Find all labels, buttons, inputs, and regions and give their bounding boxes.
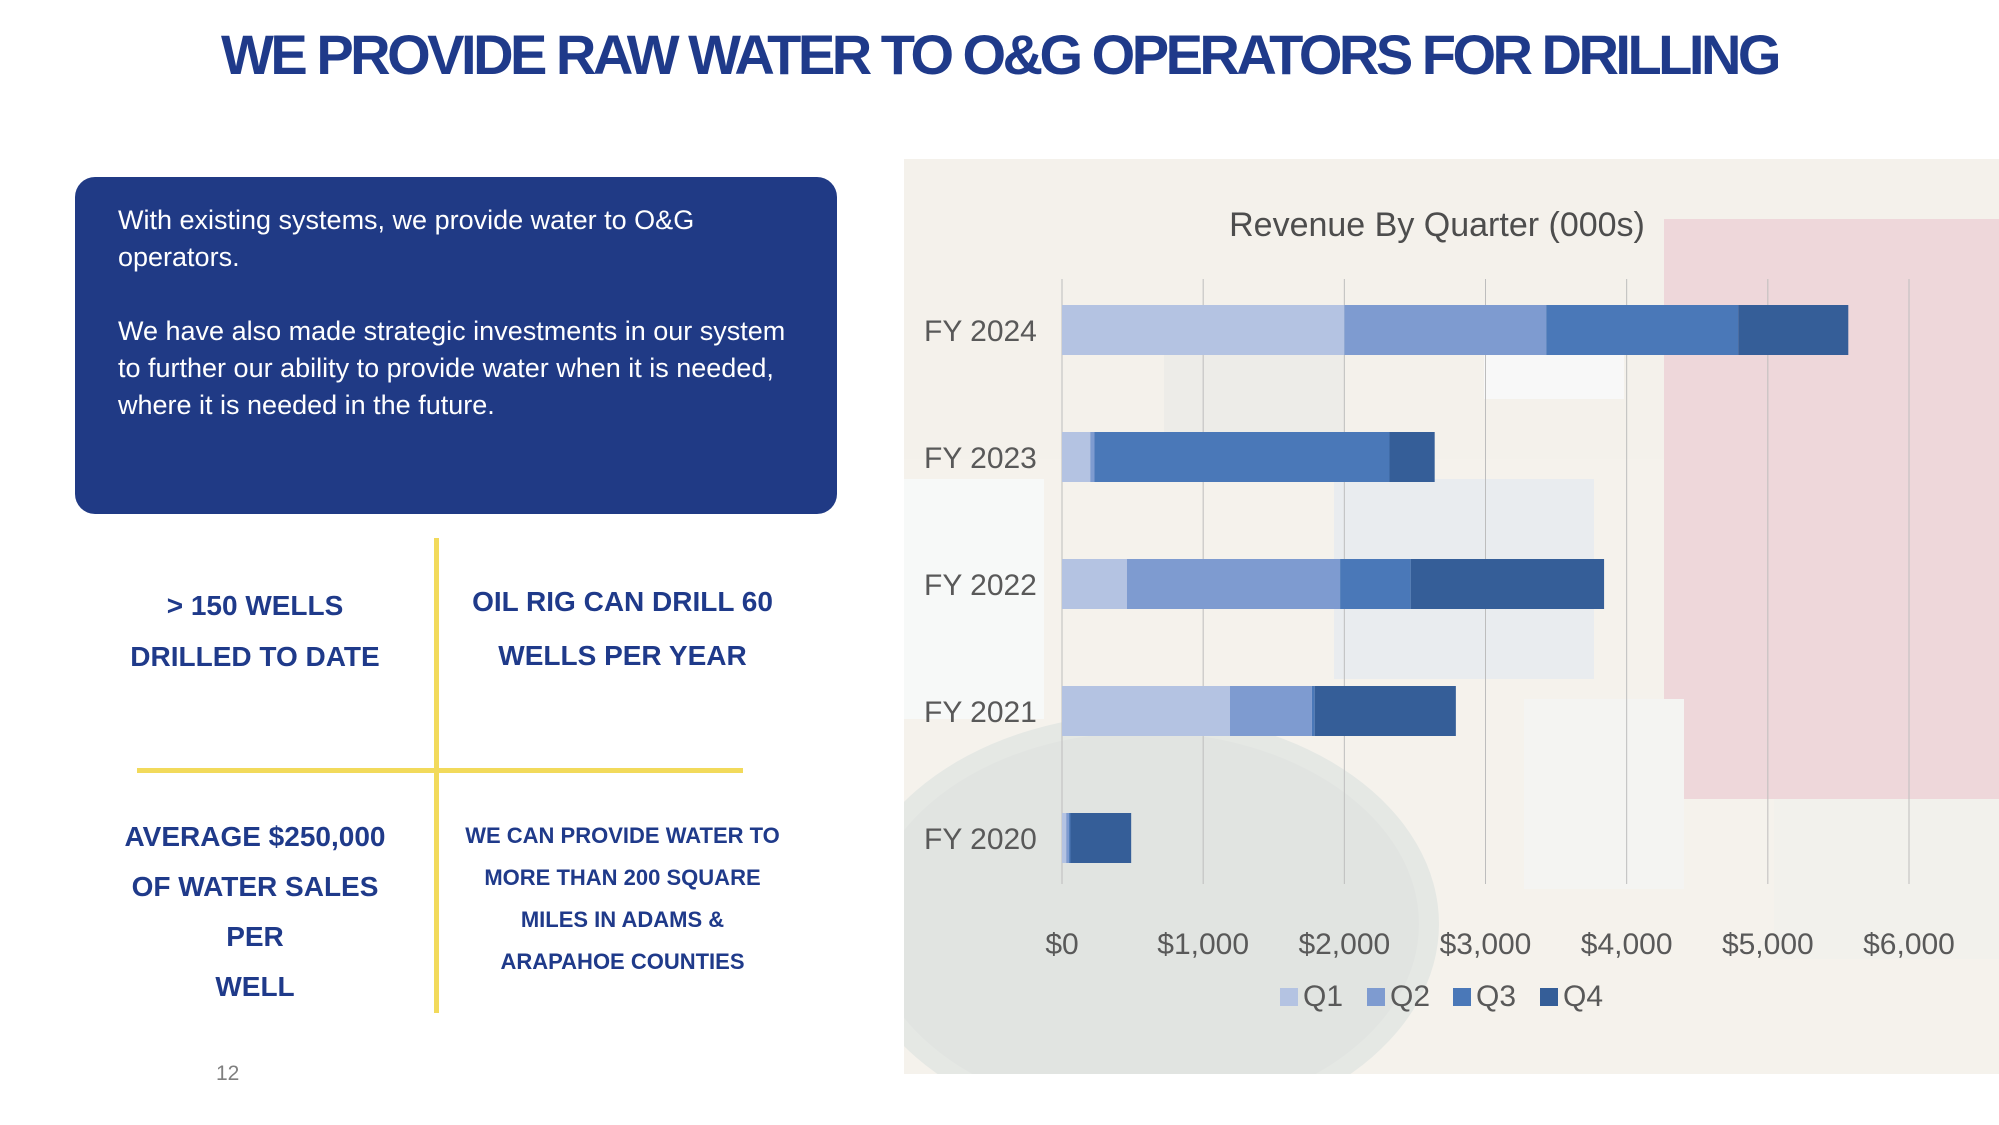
revenue-chart: Revenue By Quarter (000s) FY 2024 FY 2023… <box>924 206 1955 1013</box>
bar-q1 <box>1062 686 1230 736</box>
chart-bars <box>1062 305 1849 863</box>
legend-label: Q4 <box>1563 980 1603 1013</box>
bar-q3 <box>1311 686 1315 736</box>
y-category-label: FY 2022 <box>924 569 1037 602</box>
legend-label: Q2 <box>1390 980 1430 1013</box>
stat-average-sales: AVERAGE $250,000 OF WATER SALES PER WELL <box>100 812 410 1012</box>
page-title: WE PROVIDE RAW WATER TO O&G OPERATORS FO… <box>221 23 1781 86</box>
bar-q4 <box>1738 305 1849 355</box>
legend-swatch <box>1453 988 1471 1006</box>
chart-legend: Q1 Q2 Q3 Q4 <box>1280 980 1603 1013</box>
stat-line: DRILLED TO DATE <box>130 641 380 672</box>
bar-q1 <box>1062 559 1127 609</box>
stat-line: MORE THAN 200 SQUARE <box>484 865 761 890</box>
x-tick-label: $2,000 <box>1298 928 1390 961</box>
bar-q2 <box>1344 305 1547 355</box>
bar-q2 <box>1066 813 1070 863</box>
stat-line: ARAPAHOE COUNTIES <box>500 949 745 974</box>
legend-swatch <box>1367 988 1385 1006</box>
grid-divider-horizontal <box>137 768 743 773</box>
x-tick-label: $1,000 <box>1157 928 1249 961</box>
stat-rig-capacity: OIL RIG CAN DRILL 60 WELLS PER YEAR <box>440 575 805 683</box>
stat-line: OF WATER SALES PER <box>131 871 379 952</box>
x-tick-label: $6,000 <box>1863 928 1955 961</box>
stat-line: > 150 WELLS <box>166 590 344 621</box>
stat-line: OIL RIG CAN DRILL 60 <box>472 586 773 617</box>
y-category-label: FY 2024 <box>924 315 1037 348</box>
page-number: 12 <box>216 1062 240 1085</box>
legend-label: Q3 <box>1476 980 1516 1013</box>
stat-line: WELLS PER YEAR <box>498 640 747 671</box>
legend-label: Q1 <box>1303 980 1343 1013</box>
chart-panel: Revenue By Quarter (000s) FY 2024 FY 2023… <box>904 159 1999 1074</box>
chart-y-labels: FY 2024 FY 2023 FY 2022 FY 2021 FY 2020 <box>924 315 1037 856</box>
bar-q4 <box>1314 686 1456 736</box>
x-tick-label: $3,000 <box>1440 928 1532 961</box>
legend-swatch <box>1540 988 1558 1006</box>
bar-q4 <box>1410 559 1605 609</box>
bar-q4 <box>1389 432 1435 482</box>
bar-q3 <box>1094 432 1390 482</box>
x-tick-label: $0 <box>1045 928 1078 961</box>
bar-q3 <box>1340 559 1411 609</box>
intro-paragraph-2: We have also made strategic investments … <box>118 316 786 420</box>
y-category-label: FY 2023 <box>924 442 1037 475</box>
x-tick-label: $4,000 <box>1581 928 1673 961</box>
y-category-label: FY 2021 <box>924 696 1037 729</box>
intro-paragraph-1: With existing systems, we provide water … <box>118 205 695 272</box>
stat-service-area: WE CAN PROVIDE WATER TO MORE THAN 200 SQ… <box>440 815 805 983</box>
stat-line: WELL <box>215 971 295 1002</box>
bar-q1 <box>1062 813 1067 863</box>
stat-wells-drilled: > 150 WELLS DRILLED TO DATE <box>105 580 405 682</box>
y-category-label: FY 2020 <box>924 823 1037 856</box>
bar-q2 <box>1229 686 1312 736</box>
legend-swatch <box>1280 988 1298 1006</box>
bar-q4 <box>1070 813 1132 863</box>
stat-line: MILES IN ADAMS & <box>520 907 725 932</box>
intro-box: With existing systems, we provide water … <box>75 177 837 514</box>
grid-divider-vertical <box>434 538 439 1013</box>
chart-x-labels: $0 $1,000 $2,000 $3,000 $4,000 $5,000 $6,000 <box>1045 928 1955 961</box>
stat-line: AVERAGE $250,000 <box>124 821 386 852</box>
bar-q1 <box>1062 305 1345 355</box>
bar-q3 <box>1069 813 1071 863</box>
bar-q2 <box>1090 432 1095 482</box>
chart-title: Revenue By Quarter (000s) <box>1229 206 1645 244</box>
stat-line: WE CAN PROVIDE WATER TO <box>465 823 780 848</box>
x-tick-label: $5,000 <box>1722 928 1814 961</box>
bar-q1 <box>1062 432 1091 482</box>
bar-q3 <box>1546 305 1739 355</box>
bar-q2 <box>1126 559 1341 609</box>
